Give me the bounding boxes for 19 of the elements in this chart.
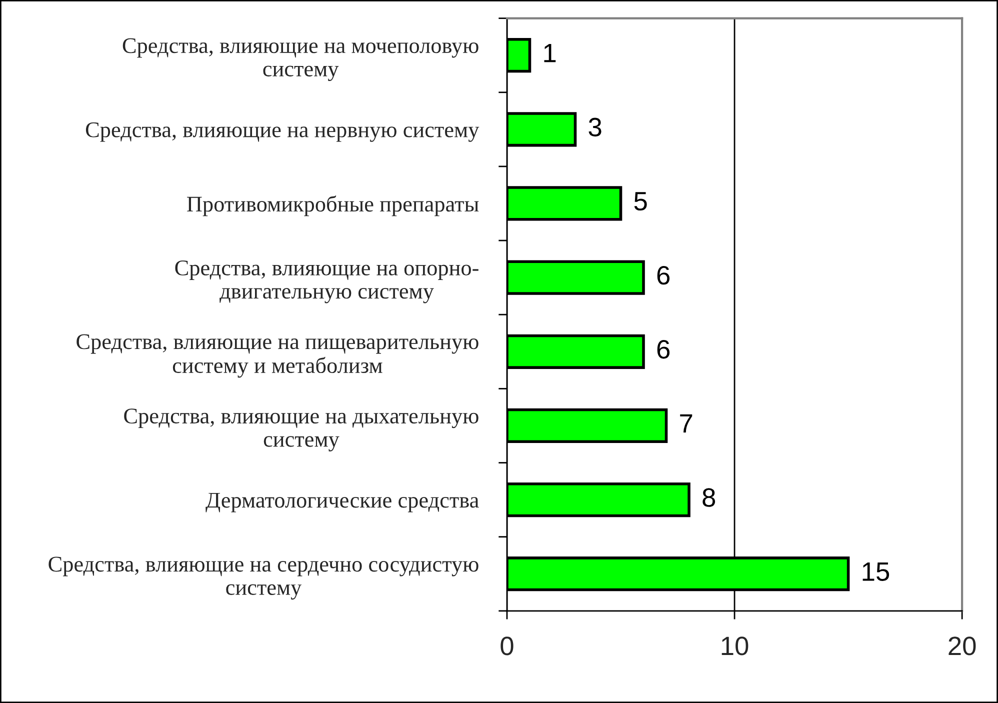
x-tick-label: 10	[722, 636, 748, 656]
data-label: 1	[544, 44, 556, 62]
y-tick-label: Средства, влияющие на опорно- двигательную систему	[175, 260, 478, 304]
y-tick-label: Средства, влияющие на дыхательную систему	[124, 408, 478, 452]
y-tick-label: Дерматологические средства	[206, 492, 479, 512]
y-tick-label: Средства, влияющие на нервную систему	[86, 122, 480, 142]
data-label: 3	[588, 118, 602, 136]
x-tick-label: 0	[500, 636, 514, 656]
data-label: 6	[657, 266, 670, 285]
x-tick-label: 20	[948, 636, 976, 656]
data-label: 8	[702, 488, 716, 507]
y-tick-label: Средства, влияющие на мочеполовую систему	[122, 38, 478, 82]
data-label: 5	[634, 192, 647, 211]
data-label: 15	[862, 562, 890, 581]
y-tick-label: Средства, влияющие на пищеварительную систему и метаболизм	[76, 334, 478, 378]
data-label: 6	[657, 340, 670, 359]
data-label: 7	[680, 414, 692, 433]
y-tick-label: Противомикробные препараты	[187, 196, 479, 216]
y-tick-label: Средства, влияющие на сердечно сосудистую систему	[48, 556, 478, 600]
